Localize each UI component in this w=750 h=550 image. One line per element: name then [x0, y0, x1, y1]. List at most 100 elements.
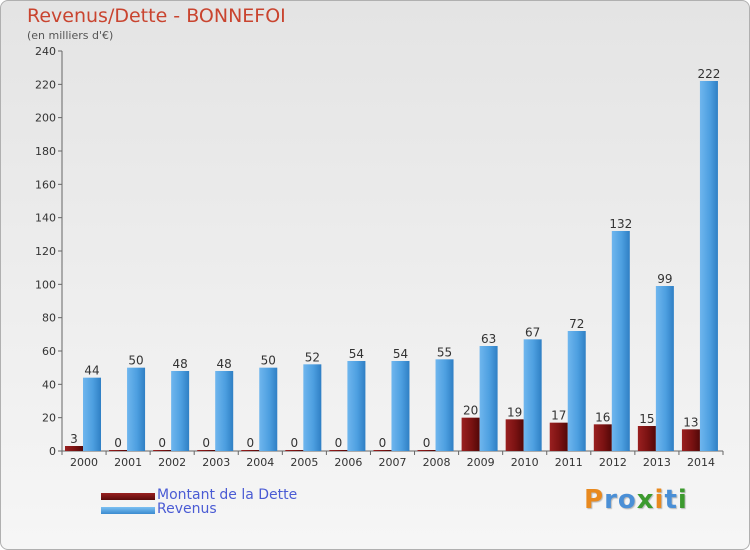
logo-letter: o	[617, 485, 637, 515]
x-tick-label: 2002	[158, 456, 186, 469]
legend-swatch-dette	[101, 493, 155, 500]
data-label-revenus: 222	[697, 67, 720, 81]
bar-dette	[109, 450, 128, 451]
x-tick-label: 2012	[599, 456, 627, 469]
bar-dette	[65, 446, 83, 451]
data-label-revenus: 99	[657, 272, 672, 286]
y-tick-label: 80	[42, 312, 56, 325]
x-tick-label: 2006	[334, 456, 362, 469]
legend-label-dette: Montant de la Dette	[157, 487, 298, 503]
bar-revenus	[303, 364, 322, 451]
data-label-dette: 0	[158, 436, 166, 450]
data-label-dette: 0	[246, 436, 254, 450]
logo-letter: i	[677, 485, 688, 515]
bar-revenus	[259, 367, 278, 451]
bar-dette	[285, 450, 304, 451]
logo-letter: i	[654, 485, 665, 515]
y-tick-label: 160	[35, 178, 56, 191]
data-label-dette: 0	[379, 436, 387, 450]
data-label-dette: 0	[335, 436, 343, 450]
bar-revenus	[611, 231, 630, 451]
data-label-revenus: 54	[349, 347, 364, 361]
data-label-dette: 0	[423, 436, 431, 450]
data-label-dette: 15	[639, 412, 654, 426]
x-tick-label: 2007	[379, 456, 407, 469]
data-label-dette: 19	[507, 405, 522, 419]
data-label-revenus: 50	[261, 354, 276, 368]
data-label-dette: 20	[463, 404, 478, 418]
logo-letter: t	[664, 485, 678, 515]
legend-swatch-revenus	[101, 507, 155, 514]
data-label-dette: 0	[114, 436, 122, 450]
bar-revenus	[83, 377, 101, 451]
bar-dette	[593, 424, 612, 451]
bar-revenus	[699, 81, 718, 451]
bar-dette	[241, 450, 260, 451]
bar-dette	[681, 429, 700, 451]
data-label-dette: 3	[70, 432, 78, 446]
y-tick-label: 20	[42, 412, 56, 425]
logo-letter: P	[584, 485, 605, 515]
y-tick-label: 240	[35, 45, 56, 58]
y-tick-label: 40	[42, 378, 56, 391]
data-label-revenus: 48	[172, 357, 187, 371]
y-tick-label: 120	[35, 245, 56, 258]
bar-dette	[373, 450, 392, 451]
y-tick-label: 140	[35, 212, 56, 225]
proxiti-logo: Proxiti	[584, 485, 688, 515]
data-label-revenus: 54	[393, 347, 408, 361]
x-tick-label: 2001	[114, 456, 142, 469]
bar-revenus	[435, 359, 454, 451]
data-label-revenus: 50	[128, 354, 143, 368]
data-label-dette: 17	[551, 409, 566, 423]
data-label-revenus: 52	[305, 350, 320, 364]
bar-dette	[329, 450, 348, 451]
bar-revenus	[567, 331, 586, 451]
bar-revenus	[171, 371, 190, 451]
y-tick-label: 0	[49, 445, 56, 458]
y-tick-label: 100	[35, 278, 56, 291]
bar-dette	[417, 450, 436, 451]
data-label-revenus: 72	[569, 317, 584, 331]
x-tick-label: 2000	[70, 456, 98, 469]
bar-dette	[197, 450, 216, 451]
chart-title: Revenus/Dette - BONNEFOI	[27, 5, 286, 27]
data-label-revenus: 132	[609, 217, 632, 231]
x-tick-label: 2010	[511, 456, 539, 469]
chart-subtitle: (en milliers d'€)	[27, 29, 114, 42]
bar-revenus	[655, 286, 674, 451]
data-label-dette: 13	[683, 415, 698, 429]
bar-dette	[461, 417, 480, 451]
data-label-dette: 0	[291, 436, 299, 450]
x-tick-label: 2004	[246, 456, 274, 469]
data-label-revenus: 55	[437, 345, 452, 359]
bar-revenus	[391, 361, 410, 451]
data-label-revenus: 44	[84, 364, 99, 378]
bar-revenus	[347, 361, 366, 451]
data-label-dette: 0	[202, 436, 210, 450]
logo-letter: r	[604, 485, 618, 515]
legend-label-revenus: Revenus	[157, 501, 217, 517]
x-tick-label: 2003	[202, 456, 230, 469]
bar-dette	[153, 450, 172, 451]
x-tick-label: 2011	[555, 456, 583, 469]
x-tick-label: 2005	[290, 456, 318, 469]
bar-revenus	[127, 367, 146, 451]
chart-bars	[65, 81, 718, 451]
bar-dette	[505, 419, 524, 451]
x-tick-label: 2009	[467, 456, 495, 469]
bar-revenus	[215, 371, 234, 451]
data-label-revenus: 63	[481, 332, 496, 346]
x-tick-label: 2013	[643, 456, 671, 469]
data-label-revenus: 67	[525, 325, 540, 339]
x-tick-label: 2014	[687, 456, 715, 469]
logo-letter: x	[636, 485, 655, 515]
data-label-revenus: 48	[217, 357, 232, 371]
y-tick-label: 220	[35, 78, 56, 91]
bar-revenus	[479, 346, 498, 451]
data-label-dette: 16	[595, 410, 610, 424]
y-tick-label: 180	[35, 145, 56, 158]
x-tick-label: 2008	[423, 456, 451, 469]
